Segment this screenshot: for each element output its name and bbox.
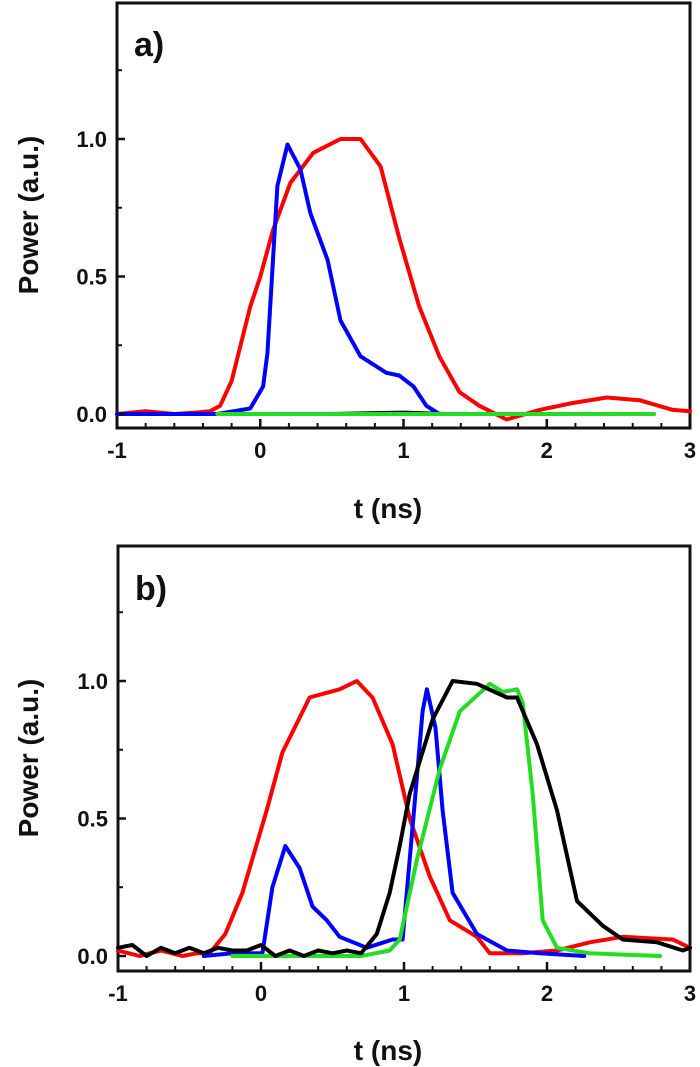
- panel-a-xlabel: t (ns): [354, 493, 422, 524]
- panel-b-xtick-label: 3: [684, 981, 696, 1006]
- panel-a-xtick-label: -1: [107, 438, 127, 463]
- panel-a-series: [115, 137, 692, 422]
- panel-a-ticks: -1 0 1 2 3 0.0 0.5 1.0: [76, 69, 696, 463]
- panel-b-series: [116, 679, 692, 958]
- panel-a-xtick-label: 2: [541, 438, 553, 463]
- panel-a-ytick-label: 0.0: [76, 402, 107, 427]
- panel-b-xtick-label: 1: [398, 981, 410, 1006]
- panel-b-ytick-label: 1.0: [77, 669, 108, 694]
- panel-a-series-blue: [115, 142, 549, 416]
- panel-b-xtick-label: -1: [108, 981, 128, 1006]
- panel-a-label: a): [134, 26, 164, 64]
- panel-a-series-red: [115, 137, 692, 422]
- panel-a: a) -1 0 1 2 3 0.0 0.5 1.0 t (ns) Power (a.u.): [13, 1, 696, 524]
- panel-a-xtick-label: 3: [684, 438, 696, 463]
- panel-b: b) -1 0 1 2 3 0.0 0.5 1.0 t (ns) Power (a.u.): [13, 544, 696, 1066]
- panel-b-ytick-label: 0.0: [77, 944, 108, 969]
- panel-a-ytick-label: 0.5: [76, 265, 107, 290]
- panel-b-series-black: [116, 679, 692, 958]
- panel-b-xtick-label: 0: [255, 981, 267, 1006]
- panel-b-ticks: -1 0 1 2 3 0.0 0.5 1.0: [77, 611, 696, 1006]
- panel-a-xtick-label: 0: [254, 438, 266, 463]
- panel-b-xlabel: t (ns): [354, 1035, 422, 1066]
- panel-a-xtick-label: 1: [397, 438, 409, 463]
- panel-b-series-green: [230, 681, 662, 958]
- panel-b-ylabel: Power (a.u.): [13, 679, 44, 838]
- panel-a-ylabel: Power (a.u.): [13, 136, 44, 295]
- panel-b-label: b): [135, 570, 167, 608]
- panel-b-ytick-label: 0.5: [77, 807, 108, 832]
- panel-b-xtick-label: 2: [541, 981, 553, 1006]
- panel-a-frame: [115, 1, 692, 430]
- panel-a-ytick-label: 1.0: [76, 127, 107, 152]
